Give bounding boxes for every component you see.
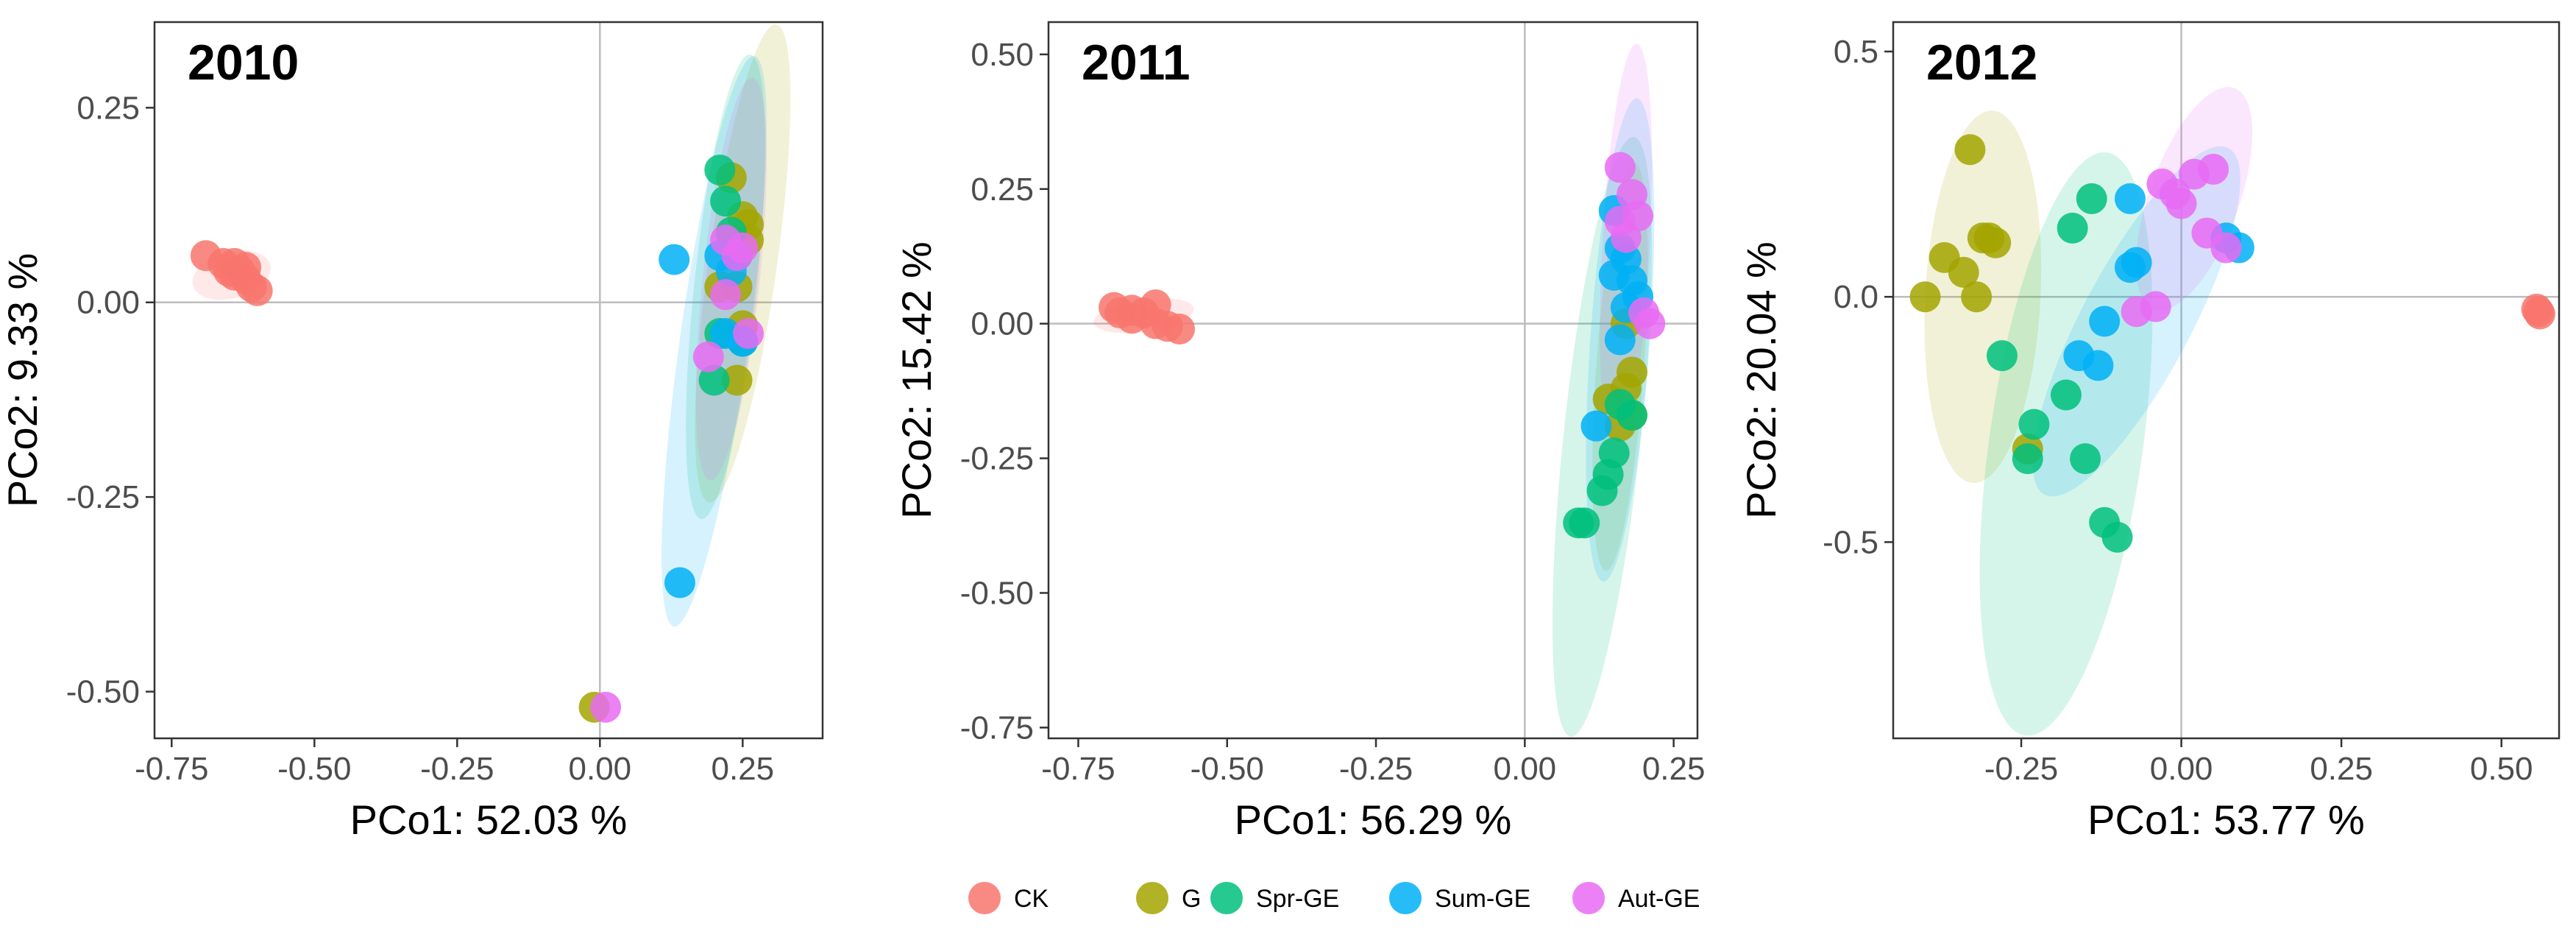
legend-item-Sum-GE: Sum-GE [1389, 882, 1530, 914]
point-Spr-GE [1987, 340, 2018, 371]
point-G [1961, 281, 1992, 312]
point-Sum-GE [2082, 350, 2113, 381]
point-Spr-GE [1605, 389, 1636, 420]
point-Aut-GE [2211, 233, 2242, 264]
point-Spr-GE [2102, 522, 2133, 553]
x-tick-label: -0.75 [135, 751, 208, 787]
panels: -0.75 -0.50 -0.25 0.00 0.25 -0.50 -0.25 0.00 0.2… [0, 20, 2559, 843]
y-tick-label: 0.00 [77, 285, 140, 321]
x-tick-label: 0.00 [569, 751, 632, 787]
point-Aut-GE [733, 318, 764, 349]
x-tick-label: -0.25 [1339, 751, 1413, 787]
point-Sum-GE [2115, 183, 2146, 214]
y-tick-label: -0.50 [66, 674, 140, 710]
y-tick-label: 0.0 [1834, 279, 1878, 315]
point-Sum-GE [1605, 325, 1636, 356]
point-Spr-GE [1599, 437, 1630, 468]
x-axis-title: PCo1: 53.77 % [2087, 796, 2365, 843]
point-Sum-GE [2121, 247, 2152, 278]
y-tick-label: -0.25 [66, 479, 140, 515]
point-Spr-GE [2051, 379, 2082, 410]
point-Sum-GE [1580, 411, 1611, 442]
point-Spr-GE [2070, 443, 2101, 474]
point-Spr-GE [2057, 213, 2088, 244]
y-tick-label: 0.00 [971, 306, 1034, 342]
y-tick-label: -0.75 [960, 710, 1034, 746]
legend-label: G [1182, 885, 1201, 913]
y-tick-label: 0.25 [77, 90, 140, 126]
x-tick-label: 0.25 [2310, 751, 2373, 787]
point-CK [1116, 294, 1147, 325]
y-tick-label: -0.25 [960, 441, 1034, 477]
x-tick-label: 0.00 [2150, 751, 2213, 787]
point-Aut-GE [693, 342, 724, 372]
y-axis-title: PCo2: 20.04 % [1738, 241, 1784, 519]
legend-item-Spr-GE: Spr-GE [1210, 882, 1339, 914]
legend-swatch [1210, 882, 1243, 914]
x-tick-label: -0.25 [1984, 751, 2058, 787]
y-tick-label: 0.5 [1834, 34, 1878, 70]
point-Spr-GE [704, 155, 735, 186]
point-CK [2523, 296, 2554, 327]
point-Aut-GE [1605, 152, 1636, 183]
point-Spr-GE [2018, 409, 2049, 439]
panel-title: 2012 [1926, 35, 2037, 91]
legend-swatch [1389, 882, 1422, 914]
x-tick-label: -0.50 [1191, 751, 1264, 787]
point-Sum-GE [2089, 306, 2120, 337]
point-CK [1164, 314, 1195, 345]
legend-label: Sum-GE [1435, 885, 1530, 913]
point-Aut-GE [2198, 154, 2229, 185]
point-Spr-GE [2012, 443, 2043, 474]
x-tick-label: 0.25 [1642, 751, 1706, 787]
point-Aut-GE [1611, 222, 1642, 253]
point-Aut-GE [2166, 188, 2197, 219]
y-tick-label: 0.50 [971, 37, 1034, 73]
y-tick-label: -0.50 [960, 575, 1034, 611]
point-Aut-GE [727, 233, 758, 264]
y-tick-label: -0.5 [1823, 524, 1878, 560]
point-G [1980, 227, 2011, 258]
point-Spr-GE [2076, 183, 2107, 214]
legend-item-Aut-GE: Aut-GE [1572, 882, 1700, 914]
x-axis-title: PCo1: 52.03 % [350, 796, 628, 843]
point-Aut-GE [710, 279, 741, 310]
y-tick-label: 0.25 [971, 172, 1034, 208]
legend-label: CK [1014, 885, 1049, 913]
legend-label: Spr-GE [1256, 885, 1339, 913]
point-Spr-GE [710, 186, 741, 216]
point-Spr-GE [1569, 507, 1600, 538]
x-tick-label: -0.50 [277, 751, 351, 787]
x-tick-label: -0.75 [1041, 751, 1115, 787]
point-Sum-GE [659, 244, 689, 275]
point-G [1910, 281, 1941, 312]
legend-label: Aut-GE [1618, 885, 1700, 913]
x-tick-label: 0.00 [1494, 751, 1557, 787]
point-Aut-GE [590, 692, 621, 723]
point-CK [230, 252, 261, 283]
x-axis-title: PCo1: 56.29 % [1235, 796, 1512, 843]
point-Sum-GE [664, 567, 695, 598]
x-tick-label: -0.25 [420, 751, 494, 787]
y-axis-title: PCo2: 9.33 % [0, 253, 46, 508]
legend-swatch [1572, 882, 1605, 914]
legend-swatch [1136, 882, 1168, 914]
legend-swatch [968, 882, 1001, 914]
point-G [1954, 134, 1985, 165]
panel-title: 2011 [1082, 35, 1191, 91]
y-axis-title: PCo2: 15.42 % [893, 241, 940, 519]
x-tick-label: 0.25 [712, 751, 775, 787]
point-Aut-GE [2140, 292, 2171, 322]
x-tick-label: 0.50 [2470, 751, 2533, 787]
panel-title: 2010 [188, 35, 299, 91]
point-Aut-GE [1634, 308, 1665, 339]
